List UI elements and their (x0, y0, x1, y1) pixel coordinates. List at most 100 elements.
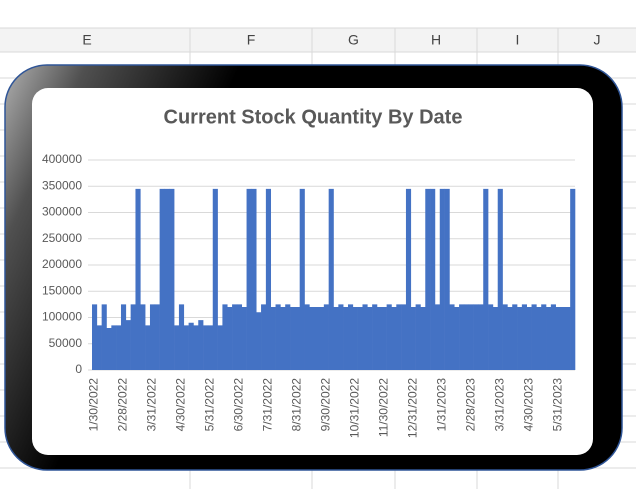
bar (434, 304, 441, 370)
bar (560, 307, 566, 370)
bar (178, 304, 185, 370)
bar (352, 307, 358, 370)
x-tick-label: 5/31/2023 (550, 378, 564, 432)
x-tick-label: 2/28/2023 (463, 378, 477, 432)
x-tick-label: 3/31/2022 (145, 378, 159, 432)
bar (444, 188, 450, 370)
bar (454, 307, 460, 370)
bar (401, 304, 407, 370)
bar (154, 304, 160, 370)
bar (478, 304, 484, 370)
bar (304, 304, 310, 370)
x-tick-label: 11/30/2022 (376, 378, 390, 437)
bar (174, 325, 180, 370)
bar (130, 304, 136, 370)
bar (294, 307, 300, 370)
bar (222, 304, 228, 370)
bar (449, 304, 455, 370)
bar (314, 307, 320, 370)
bar (241, 307, 247, 370)
x-tick-label: 9/30/2022 (318, 378, 332, 432)
bar (101, 304, 107, 370)
column-header: E (82, 32, 91, 48)
bar (207, 325, 214, 370)
bar (521, 304, 527, 370)
bar (212, 188, 218, 370)
bar (565, 307, 571, 370)
bar (319, 307, 325, 370)
y-tick-label: 150000 (42, 283, 82, 297)
bar (270, 307, 276, 370)
bar (439, 188, 445, 370)
plot-area: 0 50000 100000 150000 200000 250000 300000 3500… (42, 152, 576, 438)
chart-title: Current Stock Quantity By Date (164, 106, 463, 128)
y-tick-label: 350000 (42, 178, 82, 192)
bar (323, 304, 329, 370)
bar (309, 307, 315, 370)
bar (227, 307, 233, 370)
bar (488, 304, 494, 370)
bar (290, 307, 296, 370)
column-header: I (516, 32, 520, 48)
bar (265, 188, 272, 370)
bar (376, 307, 383, 370)
bar (232, 304, 238, 370)
bar (251, 188, 257, 370)
bar (420, 307, 426, 370)
bar (391, 307, 397, 370)
bar (111, 325, 117, 370)
bar (507, 307, 513, 370)
bar (381, 307, 387, 370)
bar (541, 304, 547, 370)
bar (96, 325, 102, 370)
bar (357, 307, 363, 370)
x-tick-label: 4/30/2022 (174, 378, 188, 432)
x-tick-label: 8/31/2022 (289, 378, 303, 432)
x-tick-label: 1/31/2023 (434, 378, 448, 432)
bar (285, 304, 291, 370)
bar (333, 307, 339, 370)
x-tick-label: 2/28/2022 (116, 378, 130, 432)
bar (261, 304, 267, 370)
column-header: G (348, 32, 359, 48)
bar (362, 304, 368, 370)
bar (198, 320, 204, 370)
x-tick-label: 6/30/2022 (231, 378, 245, 432)
bar (145, 325, 151, 370)
bar (526, 307, 532, 370)
bar (328, 188, 334, 370)
bar (372, 304, 378, 370)
bar (183, 325, 189, 370)
x-tick-label: 1/30/2022 (87, 378, 101, 432)
bar (502, 304, 508, 370)
bar (483, 188, 489, 370)
bar (386, 304, 392, 370)
bar (492, 307, 499, 370)
bar (550, 304, 556, 370)
x-tick-label: 7/31/2022 (260, 378, 274, 432)
bar (256, 312, 262, 370)
x-tick-label: 10/31/2022 (347, 378, 361, 438)
bar (347, 304, 354, 370)
bar (405, 188, 412, 370)
bar (106, 328, 112, 370)
bar (546, 307, 552, 370)
column-header: F (247, 32, 256, 48)
bar (415, 304, 421, 370)
column-header-row (0, 28, 636, 52)
bar (463, 304, 470, 370)
y-tick-label: 0 (75, 362, 82, 376)
bar (473, 304, 479, 370)
y-tick-label: 400000 (42, 152, 82, 166)
bar (430, 188, 436, 370)
x-tick-label: 5/31/2022 (203, 378, 217, 432)
y-tick-label: 200000 (42, 257, 82, 271)
y-tick-label: 300000 (42, 205, 82, 219)
bar (135, 188, 141, 370)
bar (116, 325, 122, 370)
x-tick-label: 12/31/2022 (405, 378, 419, 438)
bar (343, 307, 349, 370)
bar (280, 307, 286, 370)
bar (275, 304, 281, 370)
bar (188, 322, 194, 370)
